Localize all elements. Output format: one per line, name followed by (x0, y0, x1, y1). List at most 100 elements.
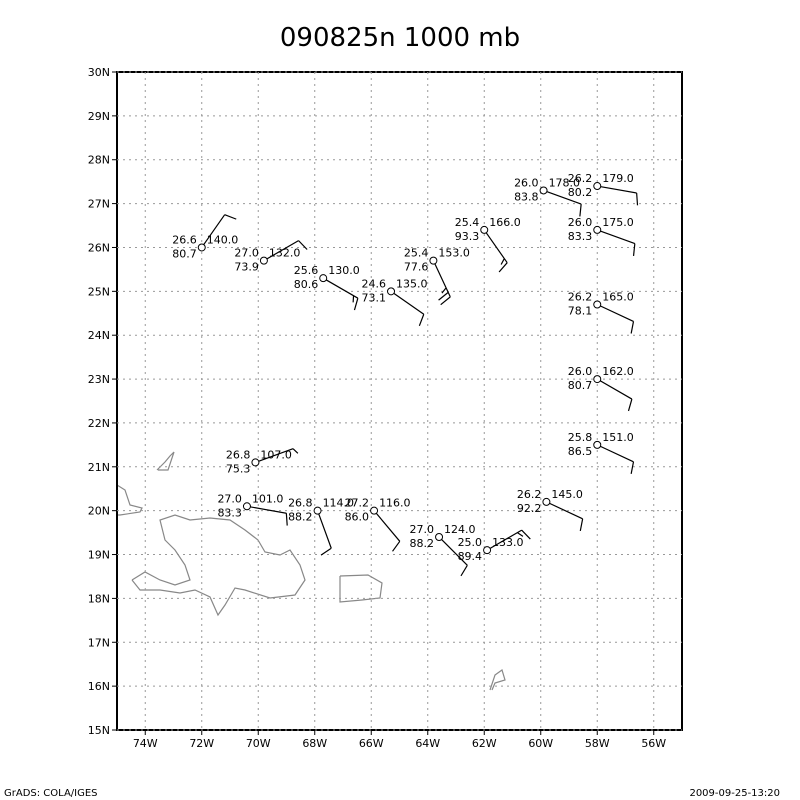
y-tick-label: 26N (88, 241, 110, 254)
station-marker (319, 274, 328, 283)
map-title: 090825n 1000 mb (280, 23, 520, 53)
temperature-label: 26.2 (568, 172, 593, 185)
station-marker (593, 440, 602, 449)
station-marker (593, 375, 602, 384)
coastline (116, 451, 506, 691)
station-marker (593, 225, 602, 234)
humidity-label: 89.4 (458, 550, 483, 563)
station-marker (542, 497, 551, 506)
temperature-label: 27.2 (345, 497, 370, 510)
temperature-label: 27.0 (234, 247, 259, 260)
y-tick-label: 25N (88, 285, 110, 298)
station-marker (593, 300, 602, 309)
humidity-label: 88.2 (288, 511, 313, 524)
height-label: 116.0 (379, 497, 411, 510)
wind-barb (596, 444, 635, 475)
wind-barb (597, 229, 636, 256)
temperature-label: 25.8 (568, 431, 593, 444)
wind-barb (201, 214, 237, 248)
wind-barb (596, 303, 635, 334)
humidity-label: 83.8 (514, 190, 539, 203)
humidity-label: 80.7 (568, 379, 593, 392)
wind-barb (246, 505, 288, 526)
wind-barb (483, 229, 508, 273)
wind-barb (255, 448, 299, 463)
station-marker (435, 532, 444, 541)
x-tick-label: 60W (528, 737, 553, 750)
humidity-label: 86.0 (345, 511, 370, 524)
station-marker (480, 225, 489, 234)
height-label: 140.0 (207, 233, 239, 246)
footer-right: 2009-09-25-13:20 (689, 788, 780, 799)
y-tick-label: 19N (88, 549, 110, 562)
x-tick-label: 58W (585, 737, 610, 750)
height-label: 151.0 (602, 431, 634, 444)
height-label: 130.0 (328, 264, 360, 277)
height-label: 101.0 (252, 492, 284, 505)
height-label: 175.0 (602, 216, 634, 229)
station-marker (483, 546, 492, 555)
humidity-label: 75.3 (226, 462, 251, 475)
humidity-label: 93.3 (455, 230, 480, 243)
y-tick-label: 23N (88, 373, 110, 386)
temperature-label: 24.6 (362, 277, 387, 290)
x-tick-label: 62W (472, 737, 497, 750)
y-tick-label: 27N (88, 198, 110, 211)
wind-barb (596, 378, 633, 412)
station-marker (197, 243, 206, 252)
y-tick-label: 15N (88, 724, 110, 737)
temperature-label: 26.8 (288, 497, 313, 510)
x-tick-label: 64W (415, 737, 440, 750)
wind-barb (597, 185, 639, 206)
humidity-label: 83.3 (568, 230, 593, 243)
height-label: 135.0 (396, 277, 428, 290)
humidity-label: 86.5 (568, 445, 593, 458)
humidity-label: 78.1 (568, 304, 593, 317)
wind-barb (438, 536, 468, 577)
height-label: 162.0 (602, 365, 634, 378)
y-tick-label: 18N (88, 592, 110, 605)
height-label: 132.0 (269, 247, 301, 260)
wind-barb (543, 189, 582, 217)
wind-barb (432, 260, 451, 306)
height-label: 124.0 (444, 523, 476, 536)
station-marker (259, 256, 268, 265)
temperature-label: 26.2 (517, 488, 542, 501)
y-tick-label: 21N (88, 461, 110, 474)
humidity-label: 77.6 (404, 261, 429, 274)
temperature-label: 26.8 (226, 448, 251, 461)
temperature-label: 25.4 (404, 247, 429, 260)
humidity-label: 92.2 (517, 502, 542, 515)
humidity-label: 73.9 (234, 261, 259, 274)
station-marker (593, 182, 602, 191)
wind-barb (390, 290, 425, 327)
y-tick-label: 22N (88, 417, 110, 430)
station-marker (370, 506, 379, 515)
y-tick-label: 20N (88, 505, 110, 518)
station-marker (387, 287, 396, 296)
station-marker (429, 256, 438, 265)
x-tick-label: 66W (359, 737, 384, 750)
temperature-label: 25.6 (294, 264, 319, 277)
humidity-label: 80.6 (294, 278, 319, 291)
y-tick-label: 30N (88, 66, 110, 79)
station-marker (242, 502, 251, 511)
height-label: 133.0 (492, 536, 524, 549)
wind-barb (373, 510, 401, 552)
temperature-label: 25.0 (458, 536, 483, 549)
footer-left: GrADS: COLA/IGES (4, 788, 98, 799)
temperature-label: 26.0 (568, 216, 593, 229)
station-marker (251, 458, 260, 467)
y-tick-label: 29N (88, 110, 110, 123)
y-tick-label: 28N (88, 154, 110, 167)
wind-barb (322, 277, 359, 311)
y-tick-label: 16N (88, 680, 110, 693)
y-tick-label: 24N (88, 329, 110, 342)
height-label: 179.0 (602, 172, 634, 185)
wind-barb (486, 529, 531, 551)
x-tick-label: 70W (246, 737, 271, 750)
y-tick-label: 17N (88, 636, 110, 649)
wind-barb (546, 501, 584, 532)
temperature-label: 26.0 (568, 365, 593, 378)
